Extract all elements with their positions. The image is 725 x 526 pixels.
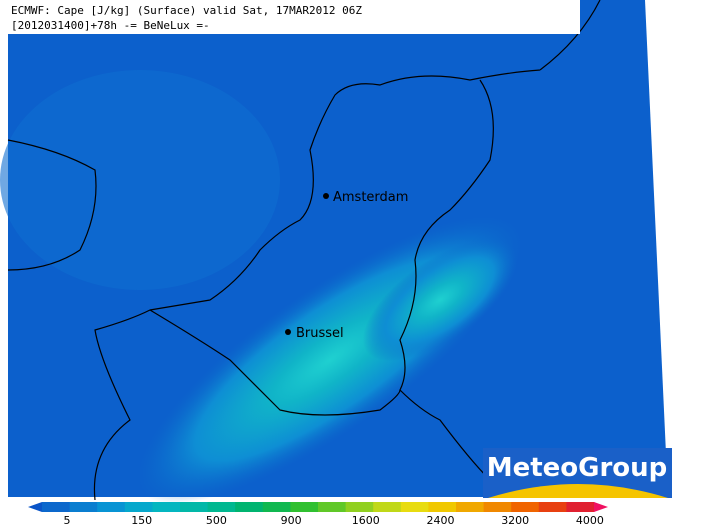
colorbar-end (28, 502, 42, 512)
colorbar-segment (262, 502, 291, 512)
colorbar-segment (456, 502, 485, 512)
colorbar-label: 4000 (576, 514, 604, 526)
colorbar-label: 5 (64, 514, 71, 526)
colorbar-label: 3200 (501, 514, 529, 526)
logo-text: MeteoGroup (487, 453, 668, 483)
colorbar-segment (207, 502, 236, 512)
colorbar-segment (400, 502, 429, 512)
colorbar-label: 500 (206, 514, 227, 526)
header-line: [2012031400]+78h -= BeNeLux =- (11, 19, 210, 32)
colorbar-segment (290, 502, 319, 512)
colorbar-segment (69, 502, 98, 512)
colorbar-segment (152, 502, 181, 512)
colorbar-segment (428, 502, 457, 512)
sea-area (0, 70, 280, 290)
colorbar-segment (318, 502, 347, 512)
colorbar-segment (483, 502, 512, 512)
header-line: ECMWF: Cape [J/kg] (Surface) valid Sat, … (11, 4, 362, 17)
coastline (7, 0, 601, 501)
cape-area (362, 238, 518, 362)
map: Amsterdam Brussel (0, 0, 668, 504)
colorbar-end (594, 502, 608, 512)
colorbar-label: 150 (131, 514, 152, 526)
colorbar-label: 1600 (352, 514, 380, 526)
colorbar-segment (235, 502, 264, 512)
city-dot (285, 329, 291, 335)
colorbar-segment (180, 502, 209, 512)
city-dot (323, 193, 329, 199)
colorbar-label: 900 (281, 514, 302, 526)
colorbar-segment (538, 502, 567, 512)
colorbar-segment (345, 502, 374, 512)
logo: MeteoGroup (483, 448, 672, 498)
colorbar-segment (511, 502, 540, 512)
colorbar: 5 150 500 900 1600 2400 3200 4000 (28, 502, 608, 526)
colorbar-segment (42, 502, 71, 512)
colorbar-segment (373, 502, 402, 512)
colorbar-segment (124, 502, 153, 512)
colorbar-label: 2400 (427, 514, 455, 526)
header-box (8, 0, 580, 34)
logo-arc (488, 484, 668, 498)
colorbar-segment (566, 502, 595, 512)
city-label: Brussel (296, 326, 344, 341)
city-label: Amsterdam (333, 190, 408, 205)
colorbar-segment (97, 502, 126, 512)
